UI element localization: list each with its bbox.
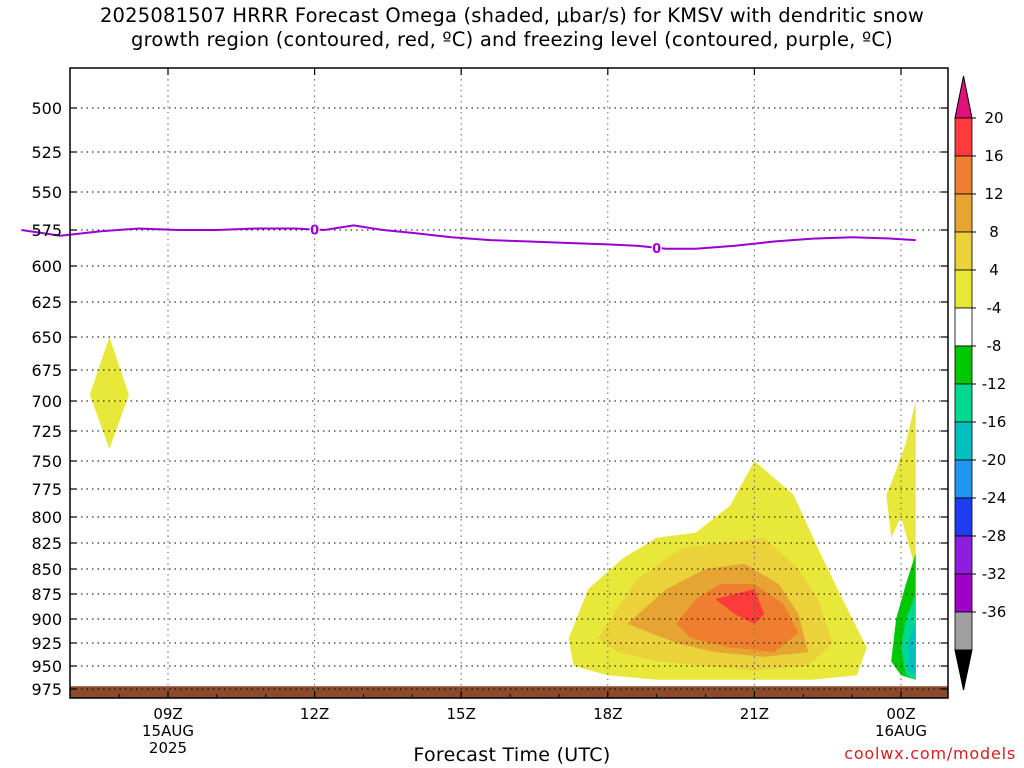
y-tick-label: 925 <box>31 634 62 653</box>
omega-region-6 <box>886 309 916 569</box>
colorbar-segment <box>954 573 973 613</box>
y-tick-label: 775 <box>31 480 62 499</box>
colorbar-bottom-triangle <box>954 649 973 691</box>
x-tick-date-label: 15AUG <box>142 722 194 740</box>
colorbar-segment <box>954 117 973 157</box>
x-tick-date-label: 16AUG <box>875 722 927 740</box>
colorbar-segment <box>954 231 973 271</box>
y-tick-label: 875 <box>31 585 62 604</box>
colorbar-segment <box>954 383 973 423</box>
colorbar-tick-label: 8 <box>989 223 999 241</box>
x-tick-label: 00Z <box>886 705 915 723</box>
y-tick-label: 800 <box>31 508 62 527</box>
y-tick-label: 650 <box>31 328 62 347</box>
y-tick-label: 625 <box>31 293 62 312</box>
colorbar-segment <box>954 269 973 309</box>
x-tick-label: 21Z <box>740 705 769 723</box>
colorbar-tick-label: 20 <box>984 109 1003 127</box>
y-tick-label: 750 <box>31 452 62 471</box>
chart-title: 2025081507 HRRR Forecast Omega (shaded, … <box>0 4 1024 52</box>
x-tick-label: 12Z <box>300 705 329 723</box>
y-tick-label: 725 <box>31 422 62 441</box>
colorbar-segment <box>954 497 973 537</box>
y-tick-label: 975 <box>31 680 62 699</box>
freezing-level-label: 0 <box>310 223 319 238</box>
freezing-label-bg <box>651 240 662 255</box>
plot-frame <box>69 67 949 699</box>
y-tick-label: 675 <box>31 361 62 380</box>
colorbar-tick-label: -24 <box>982 489 1007 507</box>
x-tick-label: 15Z <box>447 705 476 723</box>
colorbar-tick-label: 16 <box>984 147 1003 165</box>
omega-region-5 <box>715 589 765 624</box>
omega-region-9 <box>908 619 916 676</box>
colorbar-tick-label: -36 <box>982 603 1007 621</box>
colorbar-segment <box>954 611 973 651</box>
title-line-2: growth region (contoured, red, ºC) and f… <box>131 28 893 51</box>
colorbar-segment <box>954 155 973 195</box>
colorbar-segment <box>954 193 973 233</box>
y-tick-label: 575 <box>31 221 62 240</box>
credit-link[interactable]: coolwx.com/models <box>844 744 1016 763</box>
freezing-level-label: 0 <box>652 242 661 257</box>
y-tick-label: 950 <box>31 657 62 676</box>
y-tick-label: 550 <box>31 183 62 202</box>
title-line-1: 2025081507 HRRR Forecast Omega (shaded, … <box>99 4 925 27</box>
y-tick-label: 825 <box>31 534 62 553</box>
freezing-level-line <box>21 224 916 250</box>
x-axis-label: Forecast Time (UTC) <box>413 744 611 766</box>
y-tick-label: 900 <box>31 610 62 629</box>
colorbar-tick-label: 4 <box>989 261 999 279</box>
colorbar-tick-label: -12 <box>982 375 1007 393</box>
y-tick-label: 700 <box>31 392 62 411</box>
x-tick-label: 09Z <box>153 705 182 723</box>
y-tick-label: 850 <box>31 560 62 579</box>
omega-region-4 <box>676 584 799 653</box>
colorbar-segment <box>954 345 973 385</box>
colorbar-segment <box>954 459 973 499</box>
terrain-band <box>70 686 948 698</box>
colorbar-tick-label: -20 <box>982 451 1007 469</box>
colorbar-segment <box>954 535 973 575</box>
colorbar-tick-label: -32 <box>982 565 1007 583</box>
colorbar-tick-label: 12 <box>984 185 1003 203</box>
x-tick-label: 18Z <box>593 705 622 723</box>
colorbar-segment <box>954 307 973 347</box>
colorbar-top-triangle <box>954 75 973 119</box>
x-tick-year-label: 2025 <box>149 739 187 757</box>
y-tick-label: 500 <box>31 99 62 118</box>
colorbar-tick-label: -16 <box>982 413 1007 431</box>
y-tick-label: 525 <box>31 143 62 162</box>
y-tick-label: 600 <box>31 257 62 276</box>
colorbar-tick-label: -28 <box>982 527 1007 545</box>
omega-region-0 <box>89 337 129 449</box>
freezing-label-bg <box>309 222 320 237</box>
colorbar-tick-label: -8 <box>987 337 1002 355</box>
colorbar-segment <box>954 421 973 461</box>
colorbar-tick-label: -4 <box>987 299 1002 317</box>
